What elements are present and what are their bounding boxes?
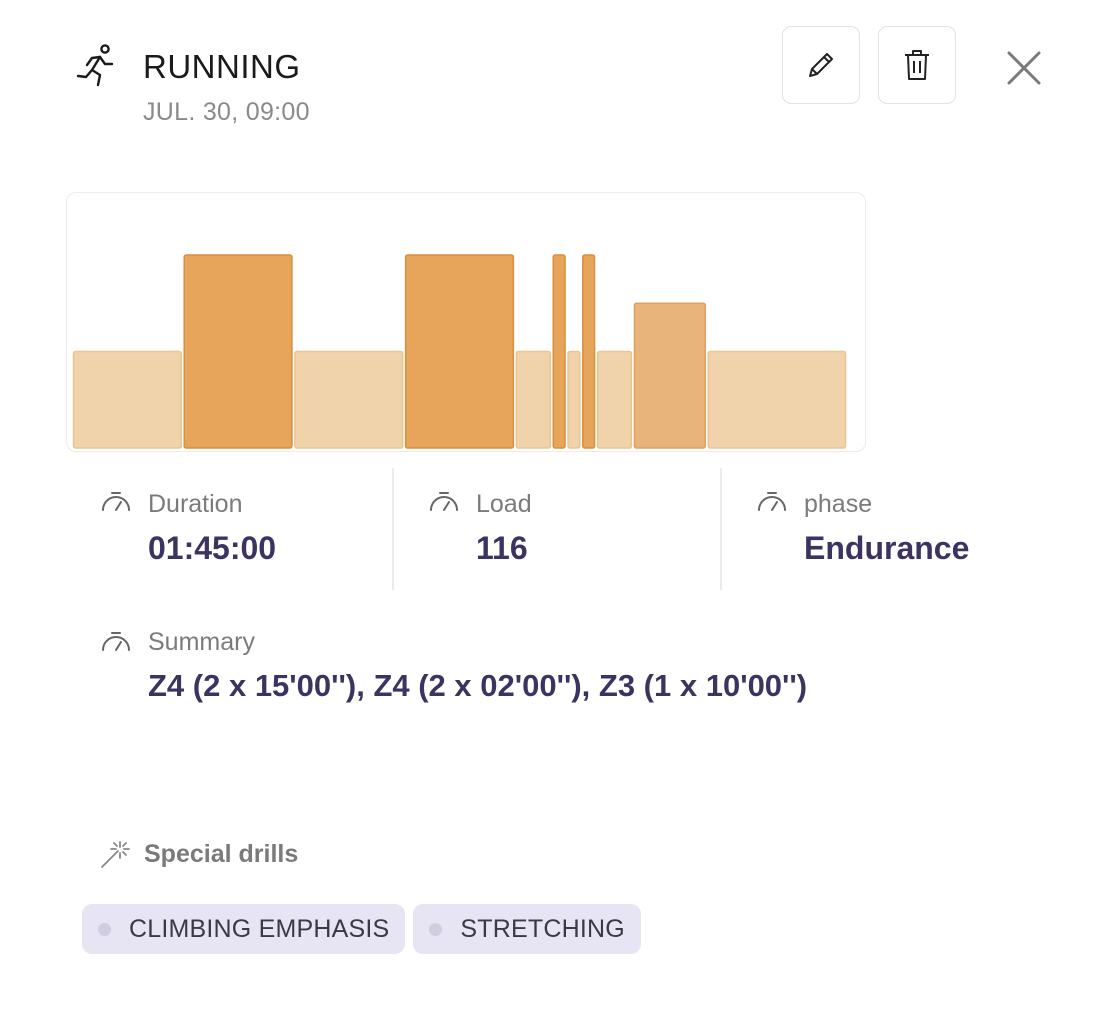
intensity-bar-7	[582, 254, 596, 449]
drill-tag-label: STRETCHING	[460, 914, 625, 943]
stat-value: 116	[476, 530, 528, 566]
stat-label: phase	[804, 490, 873, 518]
page-title: RUNNING	[143, 48, 301, 85]
drill-tag[interactable]: CLIMBING EMPHASIS	[82, 904, 406, 954]
delete-button[interactable]	[878, 26, 956, 104]
intensity-bar-8	[596, 350, 633, 449]
summary-value: Z4 (2 x 15'00''), Z4 (2 x 02'00''), Z3 (…	[148, 668, 808, 703]
stat-label: Load	[476, 490, 532, 518]
pencil-icon	[809, 53, 833, 77]
close-icon	[1007, 51, 1041, 85]
intensity-bar-0	[72, 350, 182, 449]
tag-dot-icon	[98, 922, 111, 936]
stat-phase: phase Endurance	[722, 468, 1050, 590]
gauge-icon	[430, 492, 458, 511]
gauge-icon	[758, 492, 786, 511]
workout-datetime: JUL. 30, 09:00	[143, 98, 310, 126]
drill-tags: CLIMBING EMPHASIS STRETCHING	[82, 904, 641, 954]
summary-section: Summary Z4 (2 x 15'00''), Z4 (2 x 02'00'…	[66, 620, 1066, 720]
gauge-icon	[102, 632, 130, 651]
running-person-icon	[76, 44, 114, 87]
drill-tag-label: CLIMBING EMPHASIS	[129, 914, 390, 943]
summary-label: Summary	[148, 628, 255, 656]
intensity-bar-6	[567, 350, 581, 449]
intensity-bar-2	[294, 350, 404, 449]
intensity-bar-4	[515, 350, 552, 449]
edit-button[interactable]	[782, 26, 860, 104]
intensity-bar-10	[707, 350, 847, 449]
trash-icon	[905, 50, 929, 80]
intensity-bar-5	[552, 254, 566, 449]
workout-header: RUNNING JUL. 30, 09:00	[0, 0, 1116, 140]
close-button[interactable]	[1000, 44, 1048, 92]
intensity-bar-1	[183, 254, 293, 449]
stat-duration: Duration 01:45:00	[66, 468, 394, 590]
intensity-bars	[72, 254, 847, 449]
stat-label: Duration	[148, 490, 243, 518]
stats-row: Duration 01:45:00 Load 116 phase Enduran…	[66, 468, 1050, 590]
stat-value: 01:45:00	[148, 530, 277, 566]
workout-intensity-chart	[66, 192, 866, 452]
drills-label: Special drills	[144, 840, 299, 868]
stat-value: Endurance	[804, 530, 970, 566]
intensity-bar-3	[404, 254, 515, 449]
intensity-bar-9	[633, 302, 707, 449]
drill-tag[interactable]: STRETCHING	[413, 904, 641, 954]
gauge-icon	[102, 492, 130, 511]
special-drills-section: Special drills CLIMBING EMPHASIS STRETCH…	[66, 834, 1066, 974]
tag-dot-icon	[429, 922, 443, 936]
stat-load: Load 116	[394, 468, 722, 590]
magic-wand-icon	[101, 841, 130, 868]
